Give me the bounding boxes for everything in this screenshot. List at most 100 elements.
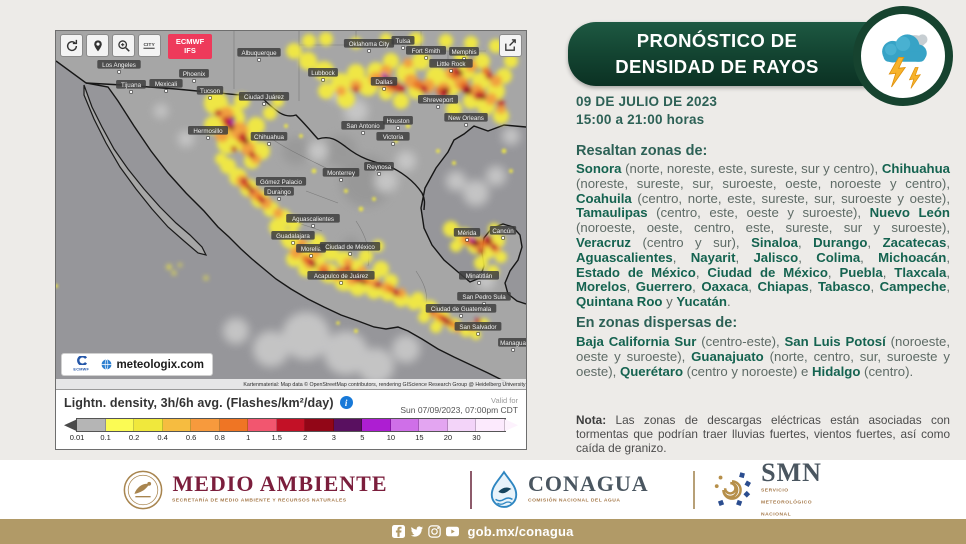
state-name: Ciudad de México xyxy=(707,264,828,280)
gob-url[interactable]: gob.mx/conagua xyxy=(467,524,574,539)
state-name: Sonora xyxy=(576,161,622,176)
city-label: Managua xyxy=(498,338,526,352)
state-name: Colima xyxy=(816,249,861,265)
svg-text:Reynosa: Reynosa xyxy=(367,164,392,171)
svg-text:Shreveport: Shreveport xyxy=(423,97,454,104)
ecmwf-logo-label: ECMWF xyxy=(73,367,90,372)
city-label: Fort Smith xyxy=(406,46,446,60)
svg-text:Little Rock: Little Rock xyxy=(437,61,467,68)
scale-segment xyxy=(419,419,448,432)
bottom-bar: gob.mx/conagua xyxy=(0,519,966,544)
refresh-button[interactable] xyxy=(60,34,83,57)
state-name: Guanajuato xyxy=(691,348,764,364)
title-line1: PRONÓSTICO DE xyxy=(636,30,798,52)
land-baja xyxy=(83,84,208,256)
city-label: Reynosa xyxy=(364,162,394,176)
zone-detail: (centro y sur), xyxy=(630,234,752,250)
state-name: Chiapas xyxy=(757,279,809,295)
medio-ambiente-title: MEDIO AMBIENTE xyxy=(172,471,388,496)
twitter-icon[interactable] xyxy=(410,525,424,538)
svg-text:Tucson: Tucson xyxy=(200,88,221,95)
city-label: Dallas xyxy=(370,77,398,91)
city-labels-button[interactable]: CITY xyxy=(138,34,161,57)
note-label: Nota: xyxy=(576,413,607,427)
conagua-title: CONAGUA xyxy=(528,471,649,496)
svg-text:Guadalajara: Guadalajara xyxy=(276,233,310,240)
meteologix-link[interactable]: meteologix.com xyxy=(101,359,204,371)
city-label: Guadalajara xyxy=(271,231,315,245)
government-seal-icon xyxy=(124,470,163,509)
section2-heading: En zonas dispersas de: xyxy=(576,315,738,331)
scale-tick-label: 1 xyxy=(246,433,251,443)
state-name: Baja California Sur xyxy=(576,334,697,349)
svg-text:Memphis: Memphis xyxy=(451,49,476,56)
svg-text:Chihuahua: Chihuahua xyxy=(254,134,284,141)
section2-paragraph: Baja California Sur (centro-este), San L… xyxy=(576,334,950,379)
city-label: Tucson xyxy=(196,86,224,100)
svg-text:San Salvador: San Salvador xyxy=(459,324,496,331)
scale-segment xyxy=(77,419,106,432)
state-name: Veracruz xyxy=(576,234,631,250)
facebook-icon[interactable] xyxy=(392,525,406,538)
scale-tick-label: 30 xyxy=(472,433,481,443)
locate-button[interactable] xyxy=(86,34,109,57)
meteologix-branding[interactable]: ECMWF meteologix.com xyxy=(61,353,214,376)
state-name: Yucatán xyxy=(676,294,727,310)
svg-text:Ciudad de Guatemala: Ciudad de Guatemala xyxy=(431,306,492,313)
scale-tick-label: 20 xyxy=(443,433,453,443)
svg-text:Los Angeles: Los Angeles xyxy=(102,62,136,69)
globe-icon xyxy=(102,359,112,370)
state-name: Tabasco xyxy=(817,279,871,295)
scale-tick-label: 3 xyxy=(331,433,336,443)
city-label: Ciudad de Guatemala xyxy=(425,304,497,318)
refresh-icon xyxy=(66,39,77,51)
map-area[interactable]: Los Angeles Phoenix Tijuana Mexicali Tucson A… xyxy=(56,31,526,389)
valid-for-label: Valid for xyxy=(491,396,518,405)
city-label: Morelia xyxy=(296,244,326,258)
city-label: Victoria xyxy=(376,132,410,146)
smn-subtitle-3: NACIONAL xyxy=(761,510,792,517)
instagram-icon[interactable] xyxy=(428,525,442,538)
state-name: Campeche xyxy=(879,279,947,295)
info-icon[interactable]: i xyxy=(339,396,353,409)
forecast-date: 09 DE JULIO DE 2023 xyxy=(576,94,718,109)
map-widget: Los Angeles Phoenix Tijuana Mexicali Tucson A… xyxy=(55,30,527,451)
legend-title: Lightn. density, 3h/6h avg. (Flashes/km²… xyxy=(64,396,334,410)
state-name: Guerrero xyxy=(635,279,693,295)
city-label: Ciudad Juárez xyxy=(238,92,290,106)
zone-detail: , xyxy=(882,264,895,280)
footer-logos: MEDIO AMBIENTE SECRETARÍA DE MEDIO AMBIE… xyxy=(0,459,966,519)
share-button[interactable] xyxy=(499,34,522,57)
city-label: Hermosillo xyxy=(188,126,228,140)
state-name: Morelos xyxy=(576,279,627,295)
smn-subtitle-1: SERVICIO xyxy=(761,486,789,493)
location-pin-icon xyxy=(93,39,102,51)
city-labels-button-label: CITY xyxy=(143,41,156,49)
youtube-icon[interactable] xyxy=(446,525,460,538)
section1-heading: Resaltan zonas de: xyxy=(576,143,708,159)
svg-text:Houston: Houston xyxy=(386,118,410,125)
scale-left-arrow xyxy=(64,419,77,432)
water-drop-icon xyxy=(490,469,518,508)
medio-ambiente-subtitle: SECRETARÍA DE MEDIO AMBIENTE Y RECURSOS … xyxy=(172,497,348,503)
zone-detail: (centro-este), xyxy=(696,334,785,349)
state-name: Sinaloa xyxy=(751,234,798,250)
state-name: Puebla xyxy=(839,264,883,280)
zone-detail: , xyxy=(672,249,691,265)
zone-detail: (centro, norte, este, sureste, sur, suro… xyxy=(631,190,950,206)
zone-detail: , xyxy=(827,264,840,280)
ecmwf-logo-mark xyxy=(76,356,87,365)
city-label: Oklahoma City xyxy=(343,39,395,53)
svg-text:Fort Smith: Fort Smith xyxy=(412,48,441,55)
ecmwf-logo: ECMWF xyxy=(67,356,95,373)
model-badge[interactable]: ECMWF IFS xyxy=(168,34,212,59)
zoom-in-button[interactable] xyxy=(112,34,135,57)
conagua-subtitle: COMISIÓN NACIONAL DEL AGUA xyxy=(528,497,621,503)
scale-tick-labels: 0.01 0.1 0.2 0.4 0.6 0.8 1 1.5 2 3 5 10 15 20 30 xyxy=(70,433,505,444)
scale-tick-label: 15 xyxy=(415,433,424,443)
lightning-density-map[interactable]: Los Angeles Phoenix Tijuana Mexicali Tucson A… xyxy=(56,31,526,389)
zone-detail: (centro, este, oeste y suroeste), xyxy=(647,205,870,221)
scale-tick-label: 0.01 xyxy=(69,433,85,443)
zone-detail: , xyxy=(797,234,814,250)
